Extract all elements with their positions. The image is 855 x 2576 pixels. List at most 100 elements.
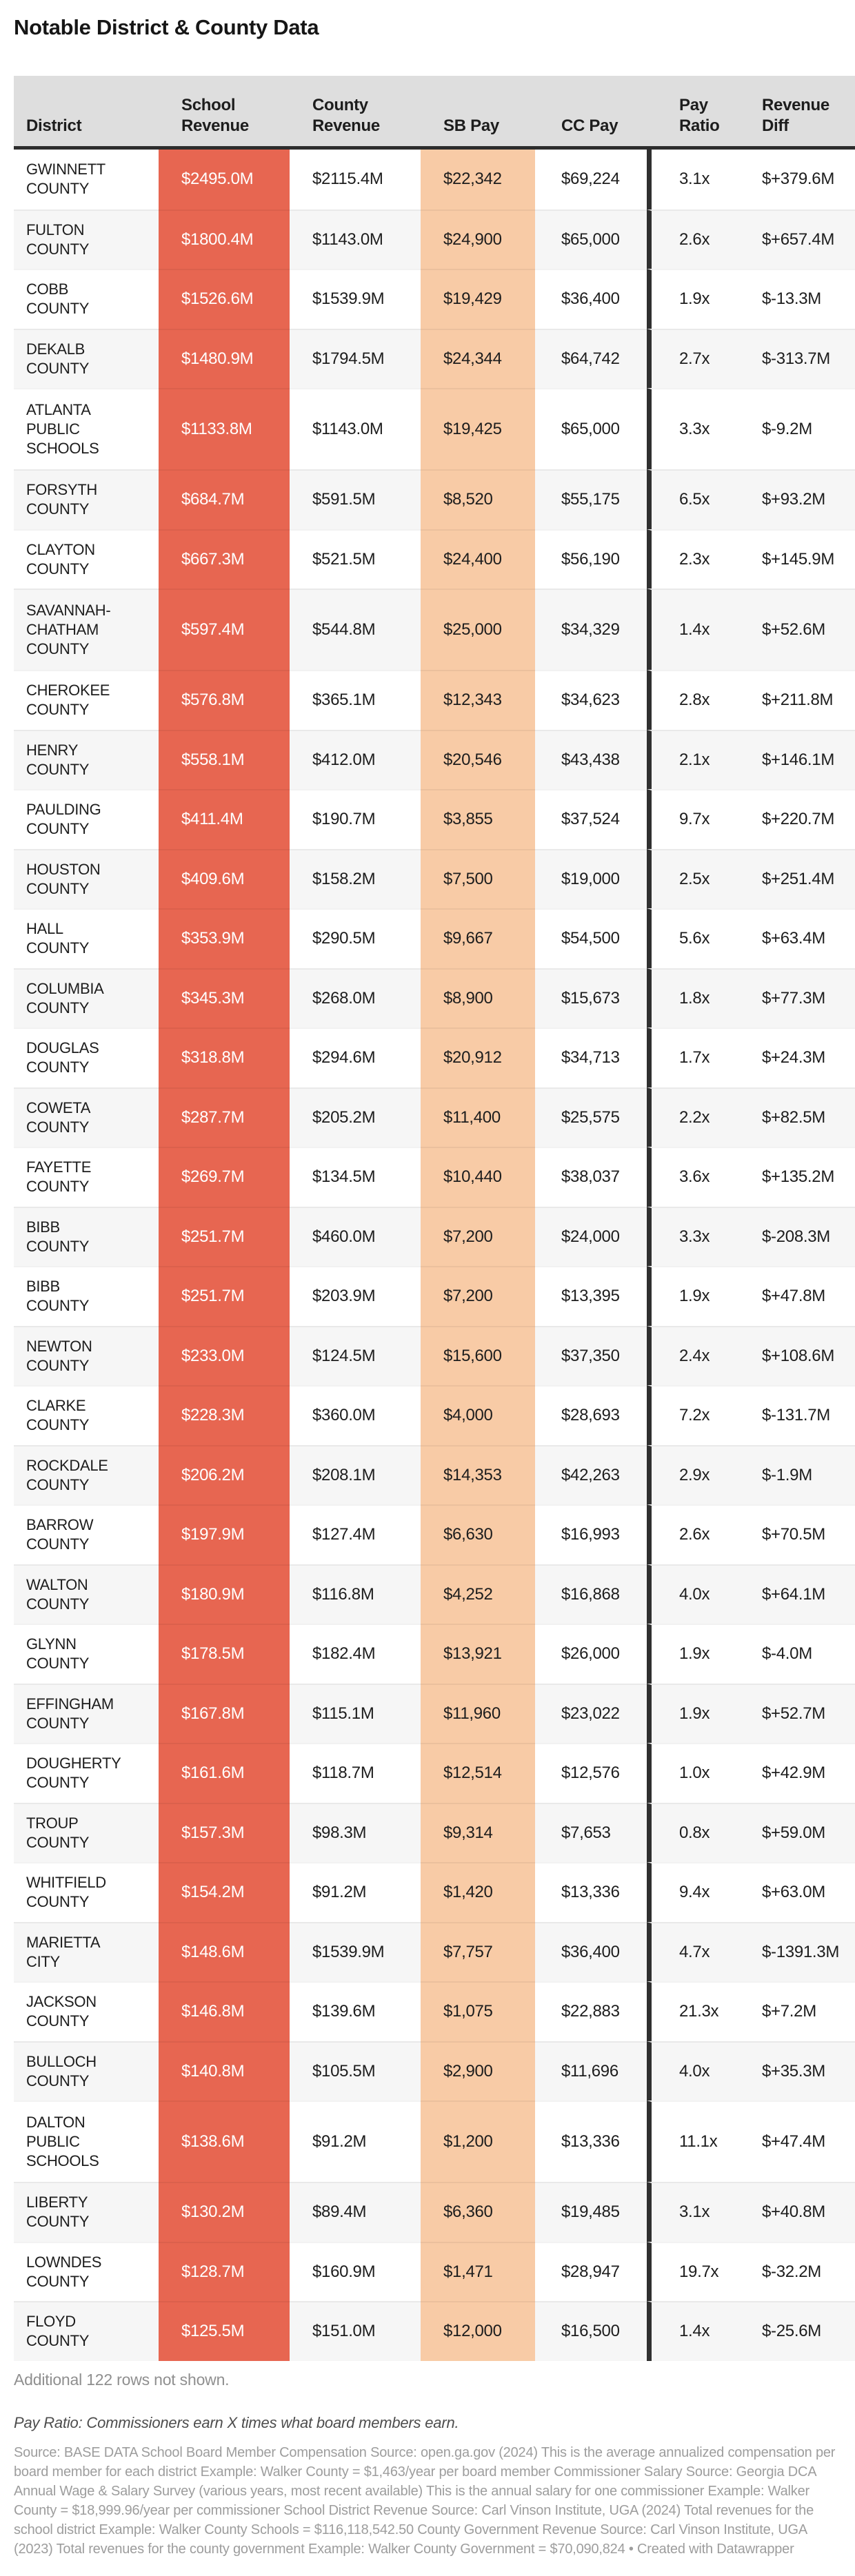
cell-revenue_diff: $+47.8M bbox=[739, 1266, 855, 1326]
cell-revenue_diff: $+657.4M bbox=[739, 209, 855, 269]
cell-school_revenue: $130.2M bbox=[159, 2182, 290, 2242]
table-row: WALTON COUNTY $180.9M $116.8M $4,252 $16,868… bbox=[14, 1564, 855, 1624]
cell-county_revenue: $268.0M bbox=[290, 968, 421, 1028]
table-row: LIBERTY COUNTY $130.2M $89.4M $6,360 $19,485… bbox=[14, 2182, 855, 2242]
cell-district: DOUGLAS COUNTY bbox=[14, 1028, 159, 1087]
cell-pay_ratio: 2.6x bbox=[647, 1504, 739, 1564]
cell-revenue_diff: $+145.9M bbox=[739, 529, 855, 589]
cell-district: LOWNDES COUNTY bbox=[14, 2241, 159, 2302]
column-header-sb_pay[interactable]: SB Pay bbox=[443, 116, 499, 135]
table-row: MARIETTA CITY $148.6M $1539.9M $7,757 $36,40… bbox=[14, 1921, 855, 1981]
cell-sb_pay: $12,514 bbox=[421, 1743, 535, 1803]
cell-district: FLOYD COUNTY bbox=[14, 2301, 159, 2361]
cell-school_revenue: $180.9M bbox=[159, 1564, 290, 1624]
cell-revenue_diff: $-25.6M bbox=[739, 2301, 855, 2361]
cell-school_revenue: $345.3M bbox=[159, 968, 290, 1028]
cell-sb_pay: $1,200 bbox=[421, 2100, 535, 2182]
table-row: FULTON COUNTY $1800.4M $1143.0M $24,900 $65,… bbox=[14, 209, 855, 269]
cell-sb_pay: $25,000 bbox=[421, 589, 535, 670]
table-row: HALL COUNTY $353.9M $290.5M $9,667 $54,500 5.… bbox=[14, 908, 855, 968]
cell-sb_pay: $19,429 bbox=[421, 269, 535, 329]
cell-revenue_diff: $+52.7M bbox=[739, 1683, 855, 1744]
cell-county_revenue: $203.9M bbox=[290, 1266, 421, 1326]
cell-sb_pay: $12,343 bbox=[421, 670, 535, 730]
column-header-pay_ratio[interactable]: Pay Ratio bbox=[679, 96, 720, 135]
cell-school_revenue: $206.2M bbox=[159, 1444, 290, 1504]
cell-district: DALTON PUBLIC SCHOOLS bbox=[14, 2100, 159, 2182]
table-row: CLARKE COUNTY $228.3M $360.0M $4,000 $28,693… bbox=[14, 1385, 855, 1445]
table-row: WHITFIELD COUNTY $154.2M $91.2M $1,420 $13,3… bbox=[14, 1862, 855, 1922]
cell-cc_pay: $38,037 bbox=[535, 1147, 647, 1207]
cell-sb_pay: $22,342 bbox=[421, 150, 535, 209]
cell-revenue_diff: $+77.3M bbox=[739, 968, 855, 1028]
cell-county_revenue: $1143.0M bbox=[290, 388, 421, 469]
cell-county_revenue: $115.1M bbox=[290, 1683, 421, 1744]
cell-county_revenue: $139.6M bbox=[290, 1981, 421, 2041]
cell-pay_ratio: 1.4x bbox=[647, 589, 739, 670]
cell-pay_ratio: 7.2x bbox=[647, 1385, 739, 1445]
cell-sb_pay: $3,855 bbox=[421, 789, 535, 849]
cell-district: FAYETTE COUNTY bbox=[14, 1147, 159, 1207]
datawrapper-table-chart: Notable District & County Data District S… bbox=[0, 14, 855, 2559]
table-row: BULLOCH COUNTY $140.8M $105.5M $2,900 $11,69… bbox=[14, 2041, 855, 2100]
cell-pay_ratio: 11.1x bbox=[647, 2100, 739, 2182]
cell-cc_pay: $26,000 bbox=[535, 1624, 647, 1684]
cell-sb_pay: $9,314 bbox=[421, 1802, 535, 1862]
cell-district: CLAYTON COUNTY bbox=[14, 529, 159, 589]
cell-sb_pay: $20,912 bbox=[421, 1028, 535, 1087]
cell-pay_ratio: 3.3x bbox=[647, 388, 739, 469]
cell-cc_pay: $64,742 bbox=[535, 328, 647, 389]
cell-county_revenue: $182.4M bbox=[290, 1624, 421, 1684]
cell-school_revenue: $138.6M bbox=[159, 2100, 290, 2182]
cell-revenue_diff: $+220.7M bbox=[739, 789, 855, 849]
cell-sb_pay: $13,921 bbox=[421, 1624, 535, 1684]
table-row: BARROW COUNTY $197.9M $127.4M $6,630 $16,993… bbox=[14, 1504, 855, 1564]
cell-county_revenue: $134.5M bbox=[290, 1147, 421, 1207]
cell-cc_pay: $37,524 bbox=[535, 789, 647, 849]
cell-sb_pay: $8,520 bbox=[421, 469, 535, 529]
cell-sb_pay: $12,000 bbox=[421, 2301, 535, 2361]
cell-sb_pay: $8,900 bbox=[421, 968, 535, 1028]
column-header-revenue_diff[interactable]: Revenue Diff bbox=[762, 96, 829, 135]
cell-sb_pay: $24,344 bbox=[421, 328, 535, 388]
cell-county_revenue: $1794.5M bbox=[290, 328, 421, 389]
table-row: ATLANTA PUBLIC SCHOOLS $1133.8M $1143.0M $1… bbox=[14, 388, 855, 469]
cell-county_revenue: $91.2M bbox=[290, 2100, 421, 2182]
data-table: District School Revenue County Revenue SB P… bbox=[0, 76, 855, 2361]
cell-sb_pay: $2,900 bbox=[421, 2041, 535, 2100]
column-header-school_revenue[interactable]: School Revenue bbox=[181, 96, 249, 135]
table-row: COLUMBIA COUNTY $345.3M $268.0M $8,900 $15,6… bbox=[14, 968, 855, 1028]
column-header-cc_pay[interactable]: CC Pay bbox=[561, 116, 618, 135]
table-row: TROUP COUNTY $157.3M $98.3M $9,314 $7,653 0.8… bbox=[14, 1802, 855, 1863]
cell-revenue_diff: $+82.5M bbox=[739, 1087, 855, 1147]
pay-ratio-footnote: Pay Ratio: Commissioners earn X times wh… bbox=[14, 2413, 459, 2431]
cell-revenue_diff: $+63.0M bbox=[739, 1862, 855, 1922]
table-row: BIBB COUNTY $251.7M $203.9M $7,200 $13,395 1.… bbox=[14, 1266, 855, 1326]
cell-district: CHEROKEE COUNTY bbox=[14, 670, 159, 730]
column-header-district[interactable]: District bbox=[26, 116, 82, 135]
table-row: FORSYTH COUNTY $684.7M $591.5M $8,520 $55,17… bbox=[14, 469, 855, 529]
cell-revenue_diff: $-32.2M bbox=[739, 2241, 855, 2302]
cell-sb_pay: $15,600 bbox=[421, 1325, 535, 1385]
cell-county_revenue: $91.2M bbox=[290, 1862, 421, 1922]
cell-county_revenue: $205.2M bbox=[290, 1087, 421, 1147]
cell-pay_ratio: 1.4x bbox=[647, 2301, 739, 2361]
cell-school_revenue: $1800.4M bbox=[159, 209, 290, 269]
cell-district: HOUSTON COUNTY bbox=[14, 848, 159, 909]
cell-county_revenue: $151.0M bbox=[290, 2301, 421, 2361]
table-row: NEWTON COUNTY $233.0M $124.5M $15,600 $37,35… bbox=[14, 1325, 855, 1385]
cell-school_revenue: $1133.8M bbox=[159, 388, 290, 469]
cell-county_revenue: $98.3M bbox=[290, 1802, 421, 1863]
cell-county_revenue: $294.6M bbox=[290, 1028, 421, 1087]
cell-pay_ratio: 5.6x bbox=[647, 908, 739, 968]
cell-county_revenue: $127.4M bbox=[290, 1504, 421, 1564]
cell-district: HALL COUNTY bbox=[14, 908, 159, 968]
cell-pay_ratio: 1.0x bbox=[647, 1743, 739, 1803]
chart-title: Notable District & County Data bbox=[14, 15, 319, 39]
table-row: DALTON PUBLIC SCHOOLS $138.6M $91.2M $1,200… bbox=[14, 2100, 855, 2182]
cell-revenue_diff: $+146.1M bbox=[739, 729, 855, 790]
cell-cc_pay: $34,329 bbox=[535, 589, 647, 670]
column-header-county_revenue[interactable]: County Revenue bbox=[312, 96, 380, 135]
cell-district: PAULDING COUNTY bbox=[14, 789, 159, 849]
table-row: JACKSON COUNTY $146.8M $139.6M $1,075 $22,88… bbox=[14, 1981, 855, 2041]
